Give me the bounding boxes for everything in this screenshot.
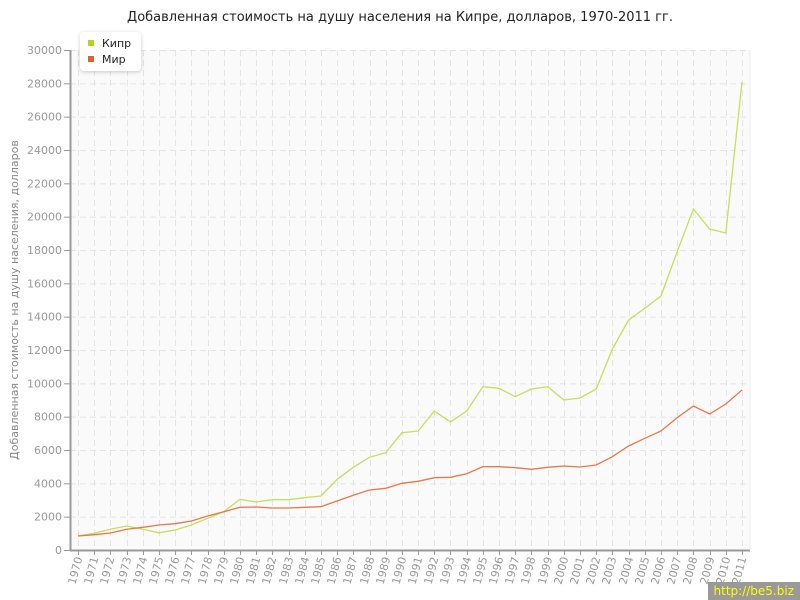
y-tick-label: 4000 — [34, 477, 62, 490]
legend-item-world[interactable]: Мир — [88, 51, 131, 67]
series-world — [77, 389, 743, 537]
y-tick-label: 30000 — [27, 44, 62, 57]
y-tick-label: 18000 — [27, 244, 62, 257]
y-tick-label: 24000 — [27, 144, 62, 157]
y-tick-label: 10000 — [27, 377, 62, 390]
legend-swatch-cyprus — [88, 40, 94, 46]
chart-title: Добавленная стоимость на душу населения … — [127, 10, 673, 25]
y-tick-label: 20000 — [27, 211, 62, 224]
y-tick-label: 14000 — [27, 311, 62, 324]
series-line — [77, 81, 743, 537]
y-axis-label: Добавленная стоимость на душу населения,… — [8, 140, 21, 460]
plot-background — [70, 50, 750, 550]
legend-swatch-world — [88, 56, 94, 62]
y-tick-label: 6000 — [34, 444, 62, 457]
y-tick-label: 12000 — [27, 344, 62, 357]
legend-label-cyprus: Кипр — [102, 36, 132, 50]
watermark[interactable]: http://be5.biz — [707, 582, 800, 600]
legend-label-world: Мир — [102, 52, 126, 66]
y-tick-label: 8000 — [34, 411, 62, 424]
legend: Кипр Мир — [80, 32, 142, 71]
y-tick-label: 0 — [55, 544, 62, 557]
y-tick-label: 2000 — [34, 511, 62, 524]
y-tick-label: 28000 — [27, 77, 62, 90]
series-cyprus — [77, 81, 743, 537]
series-line — [77, 389, 743, 537]
y-tick-label: 22000 — [27, 177, 62, 190]
y-tick-label: 16000 — [27, 277, 62, 290]
y-tick-label: 26000 — [27, 111, 62, 124]
legend-item-cyprus[interactable]: Кипр — [88, 35, 131, 51]
